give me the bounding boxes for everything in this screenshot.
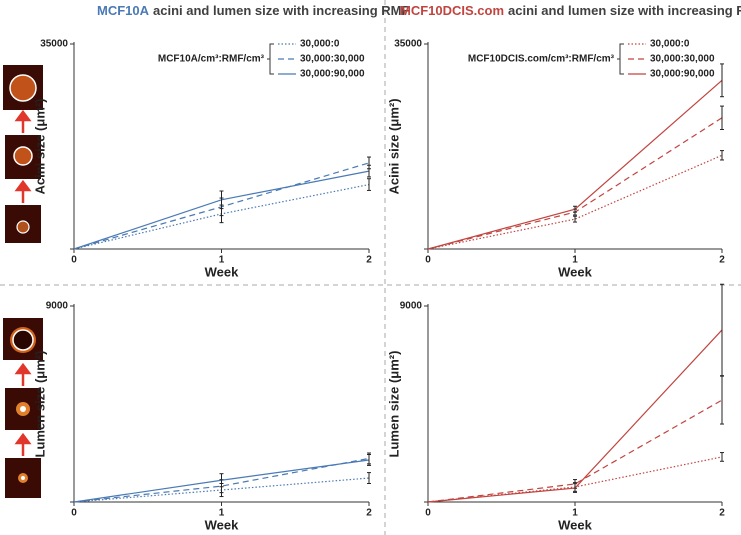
error-bar [573, 205, 577, 213]
x-tick-label: 0 [71, 508, 77, 519]
error-bar [720, 63, 724, 98]
series-line [427, 329, 723, 503]
error-bar [720, 105, 724, 131]
legend-label: 30,000:90,000 [650, 69, 715, 80]
x-tick-label: 2 [366, 508, 372, 519]
y-axis-label: Acini size (μm²) [386, 98, 401, 194]
x-tick-label: 1 [572, 255, 578, 266]
error-bar [367, 178, 371, 191]
error-bar [367, 454, 371, 466]
x-tick-label: 0 [425, 508, 431, 519]
error-bar [219, 190, 224, 210]
legend-label: 30,000:0 [650, 39, 690, 50]
chart-title: MCF10A acini and lumen size with increasi… [97, 3, 410, 18]
error-bar [720, 375, 724, 425]
series-line [427, 79, 723, 250]
x-axis-label: Week [558, 517, 592, 532]
error-bar [219, 473, 224, 488]
series-line [427, 117, 723, 250]
x-axis-label: Week [205, 517, 239, 532]
x-tick-label: 2 [719, 255, 725, 266]
error-bar [573, 483, 577, 493]
y-axis-label: Lumen size (μm²) [386, 351, 401, 458]
legend-label: 30,000:30,000 [650, 54, 715, 65]
y-axis-label: Acini size (μm²) [32, 98, 47, 194]
x-tick-label: 1 [219, 508, 225, 519]
series-line [427, 399, 723, 503]
chart-title: MCF10DCIS.com acini and lumen size with i… [400, 3, 741, 18]
title-part: MCF10A [97, 3, 150, 18]
y-tick-label: 9000 [400, 301, 423, 312]
title-part: acini and lumen size with increasing RMF [153, 3, 409, 18]
x-tick-label: 0 [425, 255, 431, 266]
legend-title: MCF10DCIS.com/cm³:RMF/cm³ [468, 54, 615, 65]
title-part: acini and lumen size with increasing RMF [508, 3, 741, 18]
legend-label: 30,000:30,000 [300, 54, 365, 65]
x-axis-label: Week [205, 264, 239, 279]
error-bar [720, 150, 724, 161]
x-tick-label: 2 [366, 255, 372, 266]
series-line [427, 154, 723, 250]
legend-label: 30,000:0 [300, 39, 340, 50]
y-tick-label: 35000 [40, 39, 68, 50]
x-tick-label: 0 [71, 255, 77, 266]
x-tick-label: 1 [219, 255, 225, 266]
x-axis-label: Week [558, 264, 592, 279]
error-bar [573, 215, 577, 223]
y-tick-label: 9000 [46, 301, 69, 312]
y-axis-label: Lumen size (μm²) [32, 351, 47, 458]
error-bar [367, 472, 371, 484]
title-part: MCF10DCIS.com [400, 3, 504, 18]
error-bar [720, 283, 724, 377]
thumbnails [3, 65, 43, 498]
y-tick-label: 35000 [394, 39, 422, 50]
legend-title: MCF10A/cm³:RMF/cm³ [158, 54, 265, 65]
legend-label: 30,000:90,000 [300, 69, 365, 80]
legend-bracket [267, 43, 274, 75]
x-tick-label: 1 [572, 508, 578, 519]
legend-bracket [617, 43, 624, 75]
error-bar [720, 452, 724, 462]
error-bar [367, 164, 371, 178]
x-tick-label: 2 [719, 508, 725, 519]
